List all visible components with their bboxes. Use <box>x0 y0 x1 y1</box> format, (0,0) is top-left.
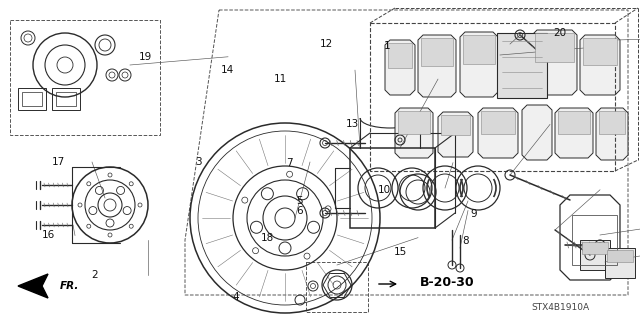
Bar <box>398 111 430 133</box>
Text: 20: 20 <box>554 28 566 39</box>
Bar <box>463 35 495 64</box>
Bar <box>22 92 42 106</box>
Text: 11: 11 <box>274 74 287 84</box>
Polygon shape <box>438 112 473 157</box>
Text: 4: 4 <box>232 292 239 302</box>
Polygon shape <box>18 274 48 298</box>
Bar <box>10 20 160 135</box>
Polygon shape <box>385 40 415 95</box>
Bar <box>370 23 615 171</box>
Polygon shape <box>497 33 547 98</box>
Bar <box>306 262 368 312</box>
Text: 9: 9 <box>470 209 477 219</box>
Text: 2: 2 <box>92 270 98 280</box>
Bar <box>572 215 617 265</box>
Text: 8: 8 <box>463 236 469 246</box>
Bar <box>583 38 617 65</box>
Bar <box>52 88 80 110</box>
Text: B-20-30: B-20-30 <box>420 277 475 290</box>
Text: 18: 18 <box>261 233 274 243</box>
Text: 10: 10 <box>378 185 390 195</box>
Text: 12: 12 <box>320 39 333 49</box>
Bar <box>441 115 470 135</box>
Text: STX4B1910A: STX4B1910A <box>531 303 589 313</box>
Text: 1: 1 <box>384 41 390 51</box>
Polygon shape <box>555 108 593 158</box>
Bar <box>599 111 625 134</box>
Text: 5: 5 <box>296 196 303 206</box>
Text: 7: 7 <box>287 158 293 168</box>
Bar <box>56 92 76 106</box>
Bar <box>481 111 515 133</box>
Bar <box>607 250 633 262</box>
Polygon shape <box>418 35 456 97</box>
Text: 13: 13 <box>346 119 358 130</box>
Bar <box>350 148 435 228</box>
Polygon shape <box>596 108 628 160</box>
Text: 14: 14 <box>221 65 234 75</box>
Polygon shape <box>395 108 433 158</box>
Text: 6: 6 <box>296 205 303 216</box>
Text: 16: 16 <box>42 230 54 241</box>
Text: 15: 15 <box>394 247 406 257</box>
Bar <box>558 111 590 133</box>
Bar <box>582 242 608 254</box>
Polygon shape <box>460 32 498 97</box>
Polygon shape <box>605 248 635 278</box>
Polygon shape <box>478 108 518 158</box>
Polygon shape <box>532 30 577 95</box>
Text: 19: 19 <box>140 52 152 62</box>
Polygon shape <box>580 240 610 270</box>
Polygon shape <box>580 35 620 95</box>
Bar <box>535 33 574 62</box>
Polygon shape <box>500 38 528 93</box>
Text: 17: 17 <box>52 157 65 167</box>
Bar <box>421 38 453 66</box>
Bar <box>388 43 412 68</box>
Polygon shape <box>522 105 552 160</box>
Text: FR.: FR. <box>60 281 79 291</box>
Text: 3: 3 <box>195 157 202 167</box>
Bar <box>18 88 46 110</box>
